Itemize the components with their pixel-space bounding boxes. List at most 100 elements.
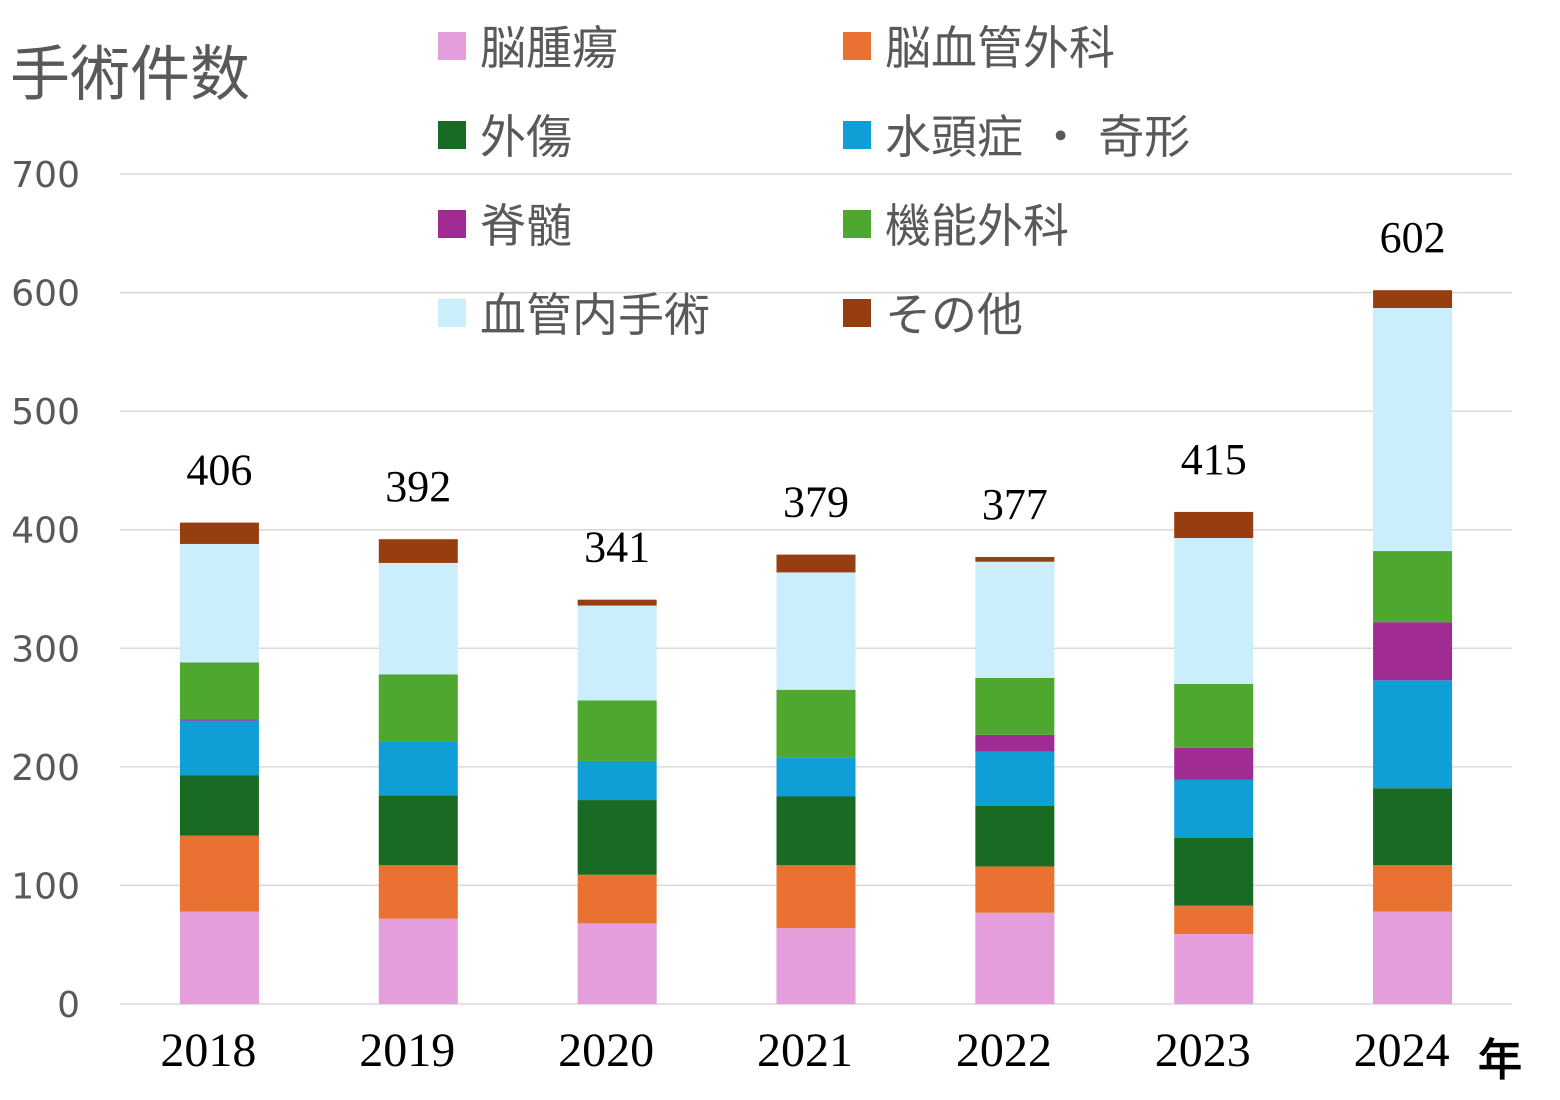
y-tick-label: 100 — [11, 866, 80, 907]
legend-swatch — [438, 121, 466, 149]
bar-segment-1 — [776, 865, 856, 929]
bar-segment-2 — [1174, 838, 1254, 906]
legend-swatch — [843, 210, 871, 238]
bar-segment-7 — [577, 599, 657, 606]
x-axis-ticks: 2018 2019 2020 2021 2022 2023 2024 — [160, 1024, 1449, 1077]
bar-segment-7 — [1373, 290, 1453, 308]
legend-label: 脊髄 — [480, 199, 572, 253]
bar-segment-6 — [1373, 307, 1453, 552]
x-tick-label: 2022 — [956, 1024, 1052, 1077]
bar-2019 — [378, 539, 458, 1004]
bar-segment-0 — [975, 912, 1055, 1004]
bar-segment-0 — [577, 923, 657, 1004]
legend-label: 水頭症 ・ 奇形 — [885, 110, 1190, 164]
bar-segment-0 — [1373, 911, 1453, 1004]
bar-segment-7 — [776, 554, 856, 573]
bar-segment-3 — [378, 741, 458, 796]
total-label: 392 — [385, 462, 451, 511]
bar-segment-2 — [378, 795, 458, 866]
bar-segment-5 — [1174, 683, 1254, 748]
legend-label: 外傷 — [480, 110, 572, 164]
bar-segment-6 — [1174, 538, 1254, 684]
bar-segment-7 — [1174, 511, 1254, 539]
bar-segment-2 — [179, 775, 259, 836]
bar-segment-4 — [1373, 622, 1453, 681]
bar-segment-0 — [378, 918, 458, 1004]
total-labels: 406 392 341 379 377 415 602 — [186, 213, 1445, 571]
legend-item: 水頭症 ・ 奇形 — [843, 110, 1190, 164]
x-tick-label: 2023 — [1155, 1024, 1251, 1077]
bar-segment-0 — [776, 928, 856, 1004]
legend-label: その他 — [885, 288, 1023, 342]
bar-segment-4 — [1174, 747, 1254, 780]
bar-segment-3 — [179, 720, 259, 776]
x-tick-label: 2020 — [558, 1024, 654, 1077]
bar-segment-7 — [975, 556, 1055, 562]
legend-item: その他 — [843, 288, 1023, 342]
bar-2020 — [577, 599, 657, 1004]
y-tick-label: 700 — [11, 155, 80, 196]
bar-segment-1 — [975, 866, 1055, 913]
legend-swatch — [438, 299, 466, 327]
bar-segment-6 — [776, 572, 856, 690]
bar-segment-1 — [1174, 905, 1254, 935]
bar-segment-2 — [776, 796, 856, 866]
bar-segment-2 — [1373, 788, 1453, 866]
bar-segment-7 — [179, 522, 259, 544]
legend-swatch — [438, 32, 466, 60]
total-label: 415 — [1181, 435, 1247, 484]
legend-item: 血管内手術 — [438, 288, 710, 342]
bar-segment-5 — [776, 689, 856, 758]
bar-segment-5 — [378, 674, 458, 742]
total-label: 602 — [1380, 213, 1446, 262]
y-tick-label: 300 — [11, 629, 80, 670]
bar-segment-6 — [975, 561, 1055, 678]
legend-label: 脳血管外科 — [885, 21, 1115, 75]
bar-segment-5 — [975, 677, 1055, 735]
chart-title: 手術件数 — [10, 40, 250, 110]
bar-segment-3 — [776, 757, 856, 797]
legend-item: 脊髄 — [438, 199, 572, 253]
bar-segment-3 — [577, 760, 657, 801]
bars — [179, 290, 1453, 1004]
bar-segment-6 — [577, 605, 657, 701]
bar-segment-7 — [378, 539, 458, 563]
legend-item: 外傷 — [438, 110, 572, 164]
x-tick-label: 2019 — [359, 1024, 455, 1077]
legend-swatch — [843, 32, 871, 60]
bar-segment-6 — [378, 562, 458, 675]
legend-swatch — [438, 210, 466, 238]
total-label: 406 — [186, 446, 252, 495]
x-axis-label: 年 — [1478, 1035, 1522, 1086]
bar-2023 — [1174, 511, 1254, 1004]
x-tick-label: 2024 — [1354, 1024, 1450, 1077]
legend-item: 脳腫瘍 — [438, 21, 618, 75]
bar-segment-1 — [179, 835, 259, 912]
bar-segment-3 — [1174, 779, 1254, 838]
bar-segment-6 — [179, 543, 259, 663]
y-tick-label: 200 — [11, 748, 80, 789]
y-tick-label: 500 — [11, 392, 80, 433]
bar-segment-5 — [179, 662, 259, 720]
y-tick-label: 600 — [11, 274, 80, 315]
legend-item: 脳血管外科 — [843, 21, 1115, 75]
legend-label: 血管内手術 — [480, 288, 710, 342]
total-label: 379 — [783, 478, 849, 527]
x-tick-label: 2021 — [757, 1024, 853, 1077]
bar-segment-5 — [1373, 551, 1453, 623]
bar-segment-1 — [1373, 865, 1453, 912]
bar-2022 — [975, 556, 1055, 1004]
x-tick-label: 2018 — [160, 1024, 256, 1077]
total-label: 377 — [982, 480, 1048, 529]
y-tick-label: 400 — [11, 511, 80, 552]
legend-swatch — [843, 121, 871, 149]
legend-item: 機能外科 — [843, 199, 1069, 253]
bar-2021 — [776, 554, 856, 1004]
bar-segment-2 — [577, 800, 657, 875]
bar-segment-0 — [1174, 934, 1254, 1004]
total-label: 341 — [584, 523, 650, 572]
y-axis-ticks: 0 100 200 300 400 500 600 700 — [11, 155, 80, 1026]
bar-segment-0 — [179, 911, 259, 1004]
